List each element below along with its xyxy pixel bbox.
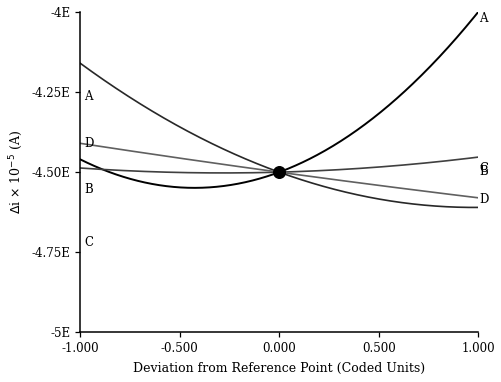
Text: B: B	[478, 165, 487, 178]
Y-axis label: $\Delta$i $\times$ 10$^{-5}$ (A): $\Delta$i $\times$ 10$^{-5}$ (A)	[7, 130, 25, 214]
X-axis label: Deviation from Reference Point (Coded Units): Deviation from Reference Point (Coded Un…	[133, 362, 424, 375]
Text: A: A	[478, 12, 487, 25]
Text: D: D	[478, 193, 487, 206]
Text: A: A	[84, 91, 93, 104]
Text: D: D	[84, 137, 93, 150]
Text: C: C	[478, 162, 487, 175]
Text: C: C	[84, 236, 93, 249]
Text: B: B	[84, 183, 93, 196]
Point	[275, 169, 283, 175]
